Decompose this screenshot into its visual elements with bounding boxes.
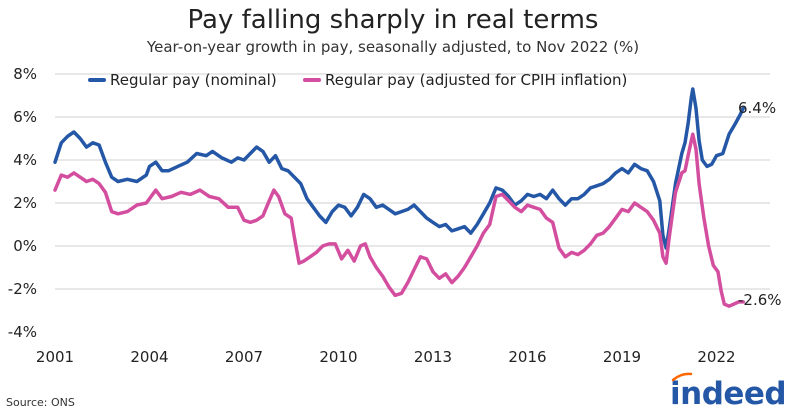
x-tick-label: 2004 [130, 348, 168, 366]
x-tick-label: 2013 [414, 348, 452, 366]
legend: Regular pay (nominal) Regular pay (adjus… [88, 71, 627, 89]
x-tick-label: 2022 [697, 348, 735, 366]
series-line-real [53, 132, 745, 308]
x-tick-label: 2010 [319, 348, 357, 366]
brand-logo: indeed [670, 376, 786, 412]
y-tick-label: 4% [13, 151, 37, 169]
y-tick-label: 0% [13, 237, 37, 255]
x-tick-label: 2007 [225, 348, 263, 366]
y-tick-label: 8% [13, 65, 37, 83]
chart-title: Pay falling sharply in real terms [188, 5, 599, 35]
y-tick-label: -2% [8, 280, 37, 298]
y-tick-label: 6% [13, 108, 37, 126]
end-label-real: -2.6% [738, 291, 782, 309]
end-label-nominal: 6.4% [738, 99, 776, 117]
legend-label-real: Regular pay (adjusted for CPIH inflation… [325, 71, 627, 89]
y-tick-label: 2% [13, 194, 37, 212]
series-lines [53, 87, 745, 308]
x-tick-label: 2019 [603, 348, 641, 366]
source-note: Source: ONS [6, 396, 75, 409]
chart-subtitle: Year-on-year growth in pay, seasonally a… [146, 38, 639, 56]
gridlines [55, 73, 770, 290]
y-axis-ticks: -4% -2% 0% 2% 4% 6% 8% [8, 65, 37, 341]
x-tick-label: 2016 [508, 348, 546, 366]
x-tick-label: 2001 [36, 348, 74, 366]
legend-label-nominal: Regular pay (nominal) [110, 71, 277, 89]
x-axis-ticks: 2001 2004 2007 2010 2013 2016 2019 2022 [36, 348, 736, 366]
series-line-nominal [53, 87, 745, 250]
y-tick-label: -4% [8, 323, 37, 341]
brand-arc-icon [671, 372, 693, 382]
